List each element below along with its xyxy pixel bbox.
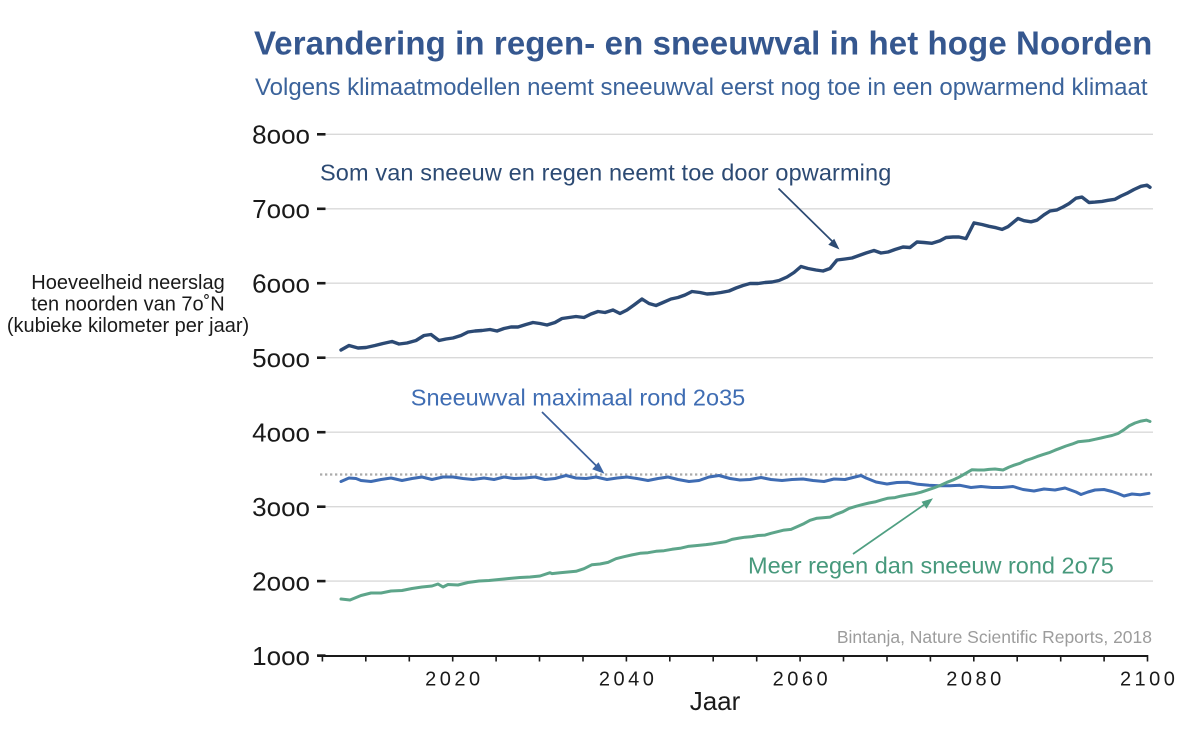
svg-text:Hoeveelheid neerslag: Hoeveelheid neerslag <box>31 272 224 294</box>
svg-text:Som van sneeuw en regen neemt: Som van sneeuw en regen neemt toe door o… <box>320 160 891 186</box>
svg-text:ten noorden van 7o˚N: ten noorden van 7o˚N <box>31 294 224 316</box>
svg-text:Volgens klimaatmodellen neemt: Volgens klimaatmodellen neemt sneeuwval … <box>255 74 1148 101</box>
svg-text:7ooo: 7ooo <box>252 194 310 224</box>
svg-text:(kubieke kilometer per jaar): (kubieke kilometer per jaar) <box>7 315 249 337</box>
svg-text:2100: 2100 <box>1120 669 1179 691</box>
svg-text:6ooo: 6ooo <box>252 269 310 299</box>
svg-text:Verandering in regen- en sneeu: Verandering in regen- en sneeuwval in he… <box>254 25 1152 62</box>
svg-text:4ooo: 4ooo <box>252 418 310 448</box>
svg-text:2020: 2020 <box>425 669 484 691</box>
svg-text:2080: 2080 <box>946 669 1005 691</box>
svg-text:5ooo: 5ooo <box>252 343 310 373</box>
svg-text:Bintanja, Nature Scientific Re: Bintanja, Nature Scientific Reports, 201… <box>837 627 1152 647</box>
svg-text:2040: 2040 <box>599 669 658 691</box>
svg-text:Sneeuwval maximaal rond 2o35: Sneeuwval maximaal rond 2o35 <box>411 385 745 411</box>
svg-text:2060: 2060 <box>773 669 832 691</box>
svg-text:2ooo: 2ooo <box>252 566 310 596</box>
svg-text:Jaar: Jaar <box>690 686 741 716</box>
svg-text:8ooo: 8ooo <box>252 120 310 150</box>
svg-text:Meer regen dan sneeuw rond 2o7: Meer regen dan sneeuw rond 2o75 <box>748 553 1114 579</box>
svg-text:3ooo: 3ooo <box>252 492 310 522</box>
svg-text:1ooo: 1ooo <box>252 641 310 671</box>
